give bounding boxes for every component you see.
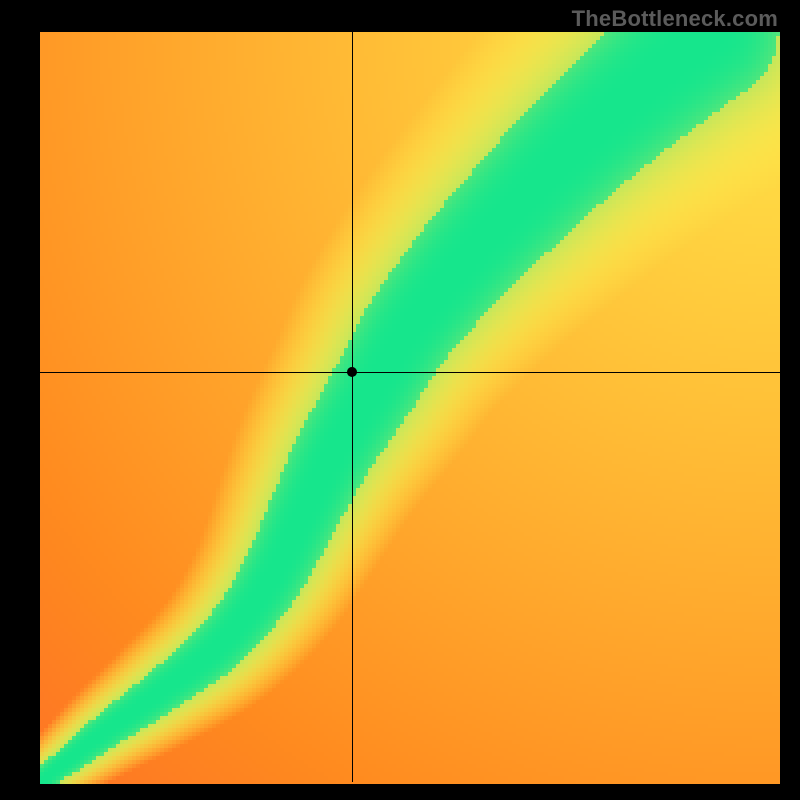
watermark-label: TheBottleneck.com	[572, 6, 778, 32]
bottleneck-heatmap	[0, 0, 800, 800]
chart-container: TheBottleneck.com	[0, 0, 800, 800]
